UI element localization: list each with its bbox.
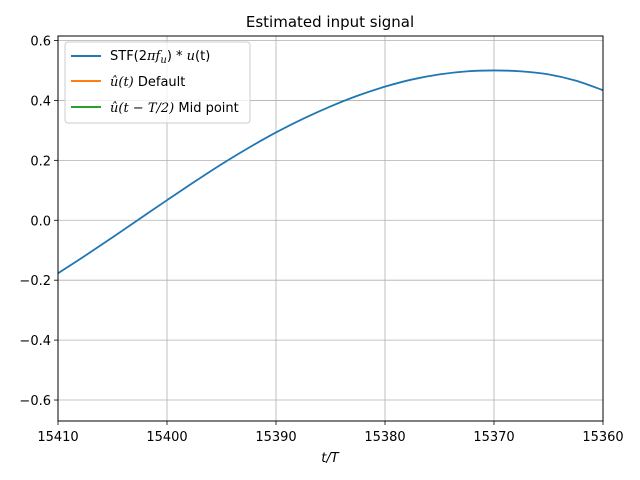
legend-stf-tail: (t) — [195, 49, 210, 64]
chart-title: Estimated input signal — [246, 13, 414, 31]
legend-stf-sub: u — [160, 55, 166, 66]
legend: STF(2πfu) * u(t) û(t) Default û(t − T/2)… — [64, 41, 251, 124]
x-axis-label: t/T — [321, 451, 339, 466]
y-tick-label: −0.6 — [19, 394, 51, 409]
legend-midpoint-math: (t − T/2) — [118, 101, 174, 116]
legend-default-math: (t) — [118, 75, 133, 90]
y-axis: −0.6 −0.4 −0.2 0.0 0.2 0.4 0.6 — [19, 34, 58, 409]
y-tick-label: 0.6 — [30, 34, 51, 49]
y-tick-label: −0.2 — [19, 274, 51, 289]
y-tick-label: 0.0 — [30, 214, 51, 229]
legend-label-default: û(t) Default — [110, 75, 185, 90]
legend-midpoint-suffix: Mid point — [174, 101, 239, 116]
x-tick-label: 15380 — [364, 430, 405, 445]
legend-stf-math: πf — [146, 49, 163, 64]
x-tick-label: 15400 — [146, 430, 187, 445]
plot-area-frame — [57, 35, 604, 422]
grid-lines — [57, 36, 604, 421]
y-tick-label: 0.2 — [30, 154, 51, 169]
legend-label-midpoint: û(t − T/2) Mid point — [110, 101, 239, 116]
legend-stf-math2: u — [187, 49, 195, 64]
legend-stf-suffix: ) * — [167, 49, 187, 64]
legend-label-stf: STF(2πfu) * u(t) — [110, 49, 210, 66]
legend-stf-prefix: STF(2 — [110, 49, 147, 64]
y-tick-label: −0.4 — [19, 334, 51, 349]
legend-default-hat: û — [110, 75, 118, 90]
x-tick-label: 15390 — [255, 430, 296, 445]
legend-box — [64, 41, 251, 124]
legend-default-suffix: Default — [134, 75, 186, 90]
y-tick-label: 0.4 — [30, 94, 51, 109]
series-layer — [57, 69, 604, 275]
x-axis: 15410 15400 15390 15380 15370 15360 — [37, 421, 624, 445]
x-tick-label: 15360 — [582, 430, 623, 445]
legend-midpoint-hat: û — [110, 101, 118, 116]
x-tick-label: 15410 — [37, 430, 78, 445]
series-line-0 — [57, 69, 604, 275]
x-tick-label: 15370 — [473, 430, 514, 445]
